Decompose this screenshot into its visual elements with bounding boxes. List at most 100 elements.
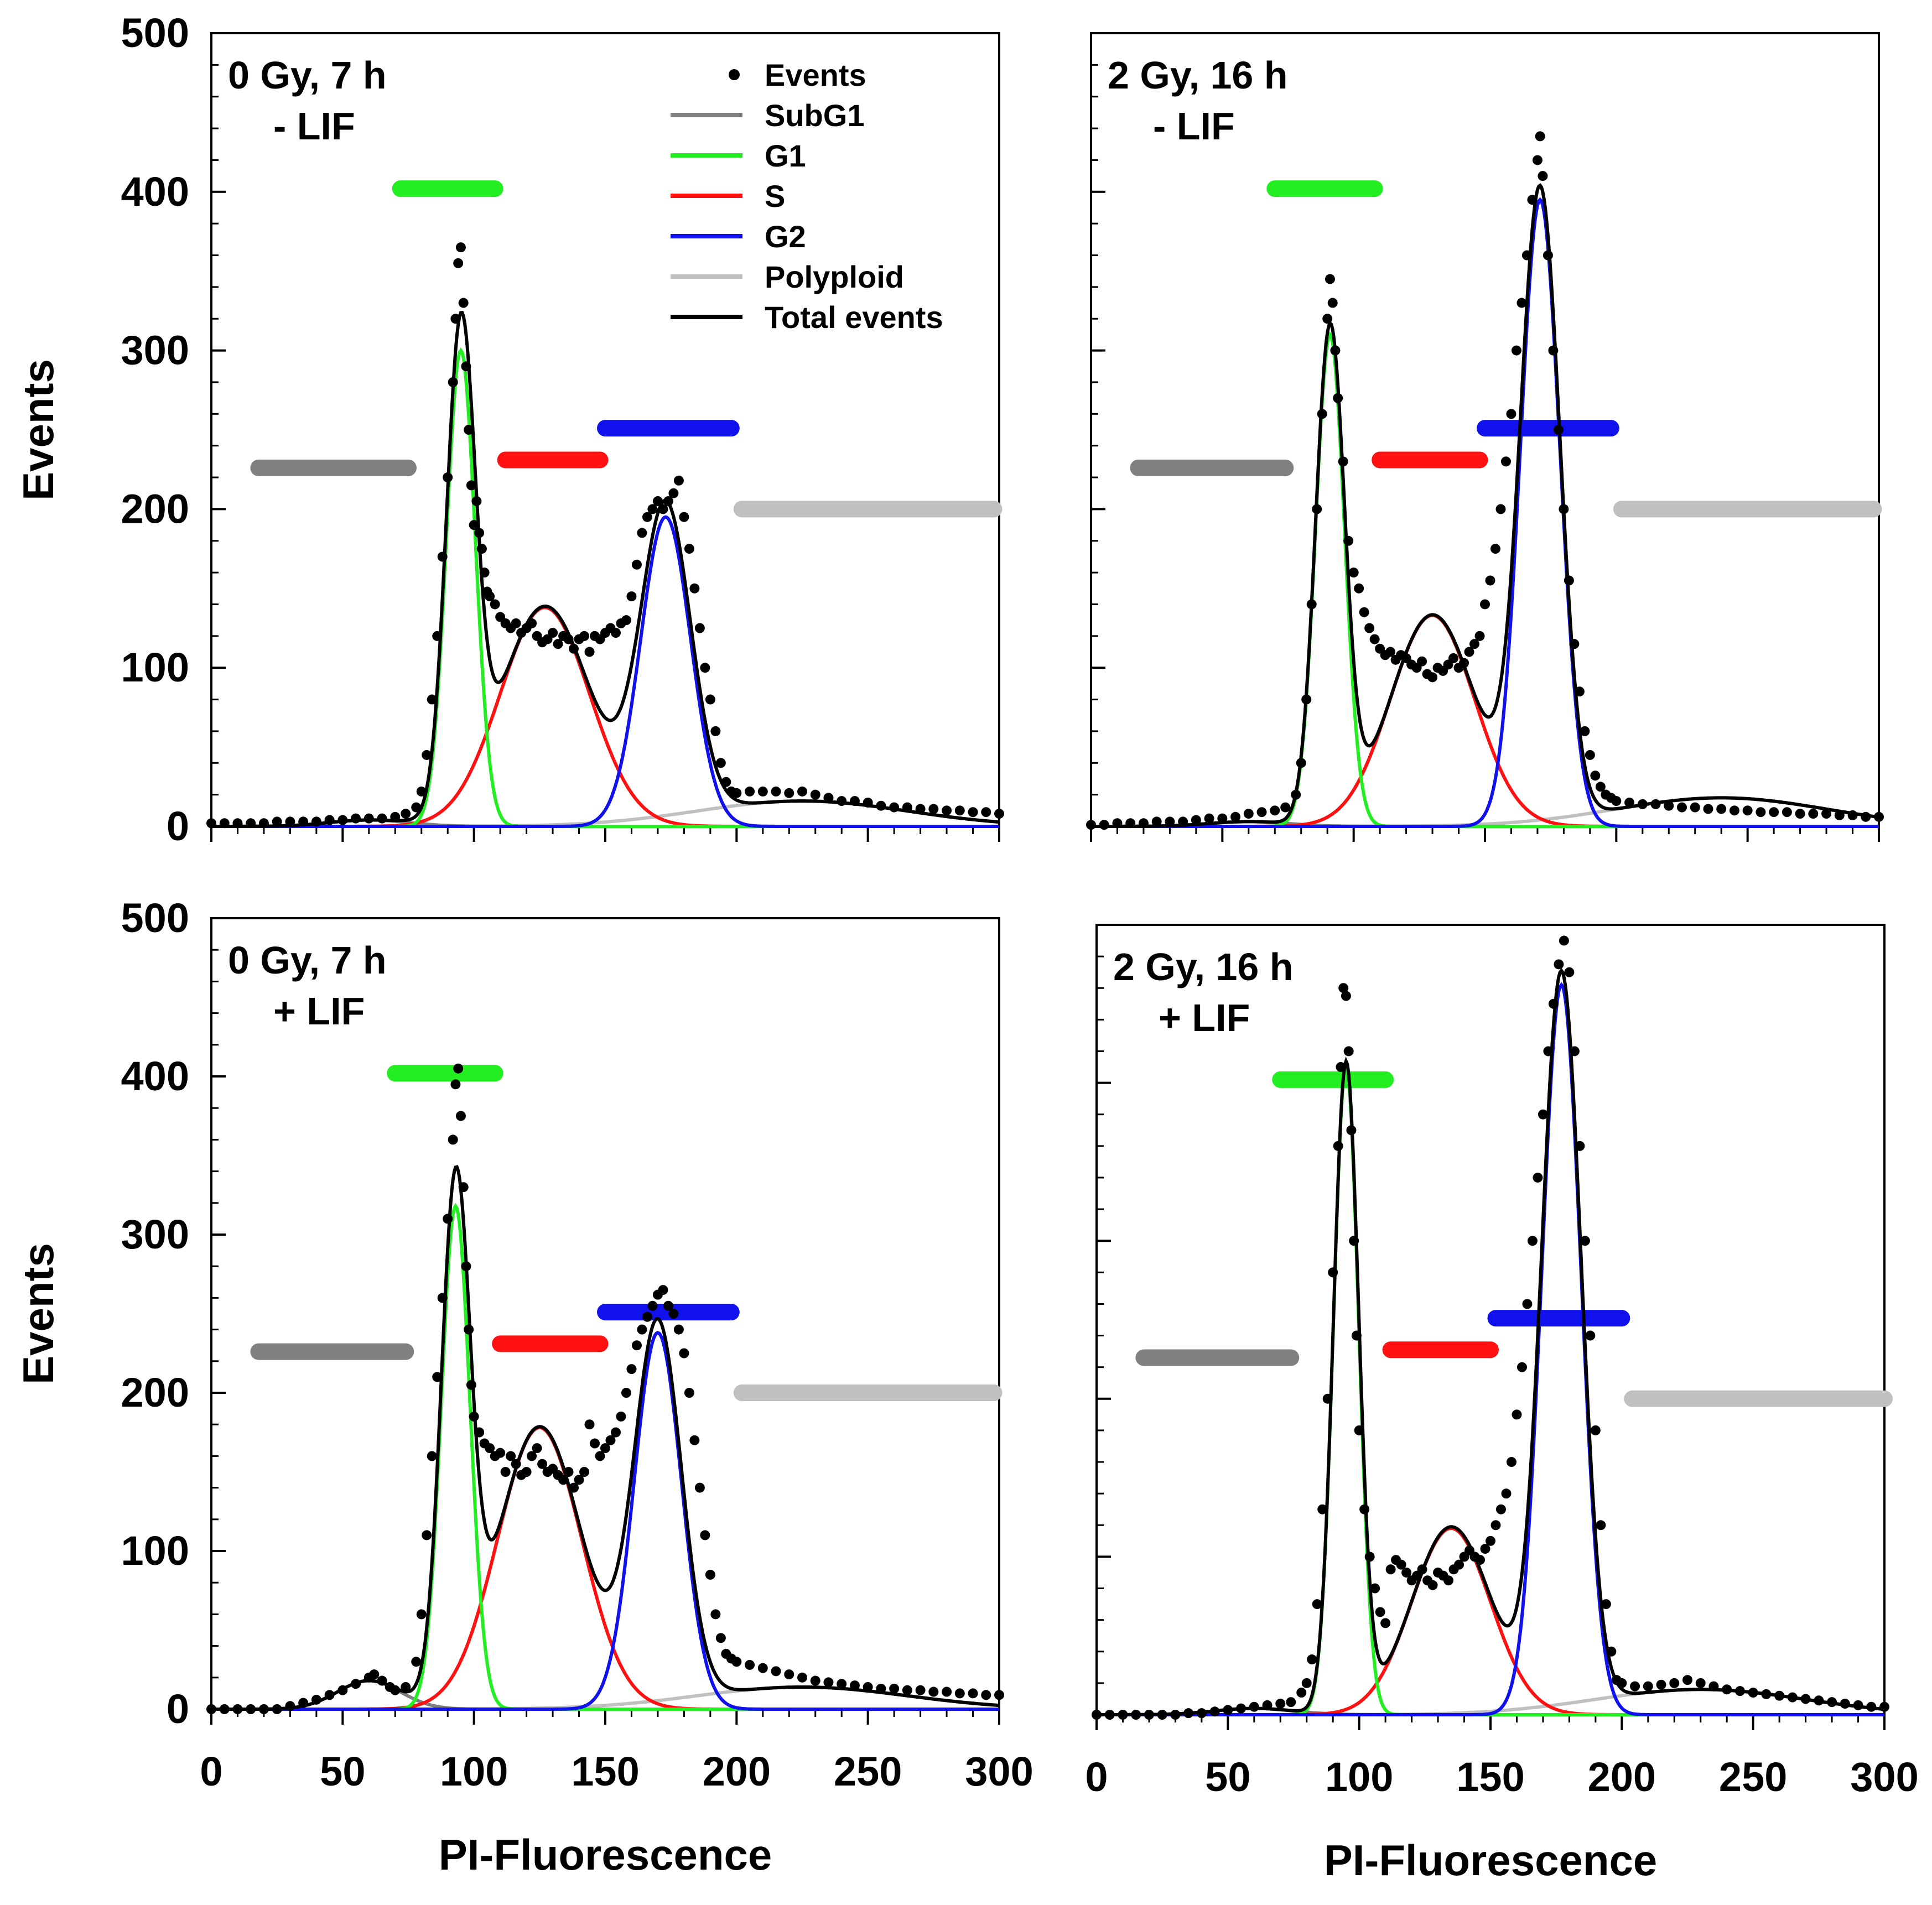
event-point xyxy=(416,786,427,797)
event-point xyxy=(1774,1690,1785,1701)
event-point xyxy=(351,813,361,824)
event-point xyxy=(469,1411,479,1422)
event-point xyxy=(954,805,965,816)
event-point xyxy=(1834,810,1845,820)
event-point xyxy=(757,1663,768,1673)
event-point xyxy=(1535,131,1545,142)
event-point xyxy=(1349,1236,1359,1246)
curve-s xyxy=(1097,1526,1884,1716)
y-tick-label: 0 xyxy=(167,1686,189,1732)
event-point xyxy=(1296,758,1306,768)
event-point xyxy=(1249,1701,1259,1712)
event-point xyxy=(1348,568,1359,578)
event-point xyxy=(1729,805,1739,816)
event-point xyxy=(558,1475,569,1485)
event-point xyxy=(1511,345,1521,356)
event-point xyxy=(1695,1678,1706,1688)
event-point xyxy=(1359,607,1369,617)
event-point xyxy=(1396,1559,1406,1570)
legend-label-g2: G2 xyxy=(765,219,806,254)
event-point xyxy=(1580,1236,1590,1246)
event-point xyxy=(849,1680,860,1691)
event-point xyxy=(642,1311,652,1322)
event-point xyxy=(1354,583,1364,594)
legend-label-events: Events xyxy=(765,58,866,92)
event-point xyxy=(1527,1236,1538,1246)
event-point xyxy=(981,807,991,818)
event-point xyxy=(1178,816,1188,827)
event-point xyxy=(1650,799,1661,809)
event-point xyxy=(285,816,295,827)
event-point xyxy=(1336,1062,1346,1073)
event-point xyxy=(668,1309,679,1319)
x-tick-label: 50 xyxy=(320,1748,365,1794)
event-point xyxy=(390,811,401,822)
event-point xyxy=(495,1448,506,1458)
x-tick-label: 150 xyxy=(571,1748,639,1794)
event-point xyxy=(511,1459,521,1469)
event-point xyxy=(694,1482,705,1493)
y-tick-label: 200 xyxy=(121,1370,189,1415)
event-point xyxy=(401,1682,411,1692)
event-point xyxy=(1301,1678,1312,1688)
event-point xyxy=(1590,1425,1601,1435)
event-point xyxy=(298,816,309,827)
event-point xyxy=(377,813,387,824)
event-point xyxy=(1734,1686,1745,1696)
y-tick-label: 500 xyxy=(121,10,189,56)
event-point xyxy=(610,1427,621,1438)
event-point xyxy=(1191,815,1201,825)
event-point xyxy=(610,628,621,638)
event-point xyxy=(1548,998,1559,1009)
event-point xyxy=(771,1666,781,1677)
event-point xyxy=(621,1388,631,1398)
curve-total-events xyxy=(211,310,1000,828)
event-point xyxy=(1170,1710,1181,1720)
panel-title-line2: + LIF xyxy=(1159,996,1250,1039)
event-point xyxy=(232,818,243,829)
event-point xyxy=(1364,1552,1375,1562)
event-point xyxy=(1262,1700,1273,1710)
event-point xyxy=(377,1675,387,1686)
event-point xyxy=(663,1300,673,1311)
event-point xyxy=(1417,1564,1427,1575)
event-point xyxy=(1330,345,1341,356)
event-point xyxy=(461,361,471,372)
event-point xyxy=(663,496,673,507)
event-point xyxy=(1564,967,1575,977)
event-point xyxy=(1443,1575,1454,1586)
panel-title-line2: - LIF xyxy=(273,105,355,148)
event-point xyxy=(448,377,458,387)
event-point xyxy=(1157,1710,1167,1720)
event-point xyxy=(1475,1555,1486,1565)
curve-g2 xyxy=(211,1330,999,1711)
event-point xyxy=(652,496,663,507)
event-point xyxy=(437,1293,448,1303)
event-point xyxy=(1485,575,1495,586)
x-tick-label: 150 xyxy=(1456,1754,1524,1800)
event-point xyxy=(1204,813,1214,824)
event-point xyxy=(1543,250,1553,261)
event-point xyxy=(642,512,652,522)
event-point xyxy=(584,647,595,657)
y-tick-label: 200 xyxy=(121,486,189,532)
event-point xyxy=(745,786,755,797)
event-point xyxy=(311,1694,321,1705)
event-point xyxy=(942,1687,952,1697)
event-point xyxy=(605,1435,616,1445)
event-point xyxy=(1131,1710,1141,1720)
panel-title-line2: - LIF xyxy=(1153,105,1235,148)
event-point xyxy=(1559,504,1569,514)
event-point xyxy=(1312,504,1322,514)
event-point xyxy=(757,786,768,797)
event-point xyxy=(1380,1618,1391,1628)
event-point xyxy=(563,1467,574,1477)
event-point xyxy=(1343,1046,1354,1056)
event-point xyxy=(942,805,952,816)
event-point xyxy=(1151,816,1162,827)
event-point xyxy=(721,777,731,787)
event-point xyxy=(258,1704,269,1714)
event-point xyxy=(1814,1695,1824,1706)
event-point xyxy=(1748,1688,1758,1698)
event-point xyxy=(715,758,726,768)
